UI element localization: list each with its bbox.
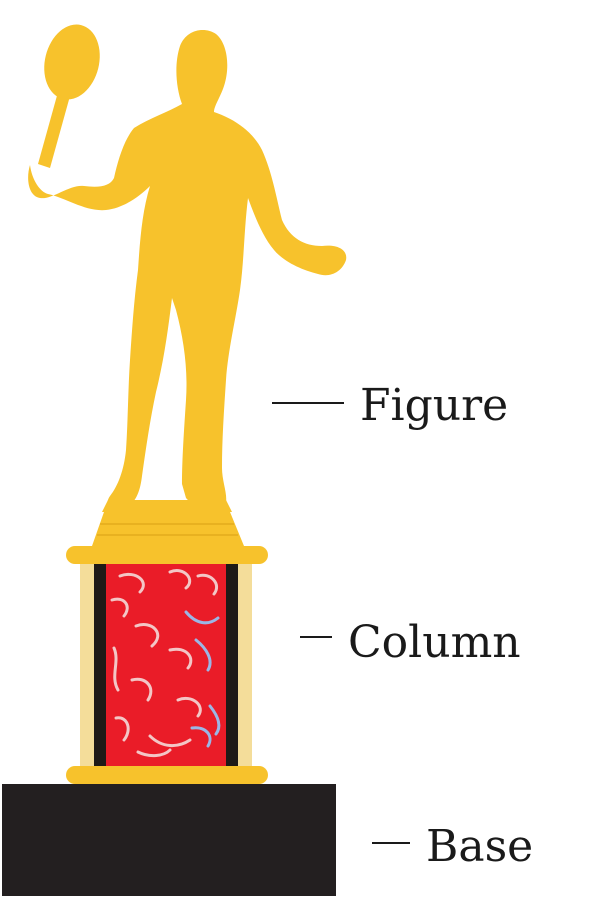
label-figure-group: Figure [272, 380, 508, 431]
squiggle [168, 647, 193, 670]
statue-platform [102, 500, 232, 512]
squiggle [184, 610, 220, 625]
trophy-column [66, 546, 268, 784]
label-figure: Figure [360, 380, 508, 431]
column-trim-left [80, 564, 94, 766]
label-column-group: Column [300, 617, 521, 668]
racket-head [44, 24, 100, 100]
column-trim-right [238, 564, 252, 766]
squiggle [110, 597, 129, 618]
squiggle [196, 573, 219, 596]
statue-pedestal-top [92, 512, 244, 546]
squiggle [148, 734, 192, 747]
column-band-right [226, 564, 238, 766]
trophy-base [2, 784, 336, 896]
squiggle [168, 569, 192, 590]
column-squiggles [110, 569, 221, 758]
squiggle [118, 573, 145, 594]
label-column: Column [348, 617, 521, 668]
squiggle [190, 726, 212, 748]
column-bottom-cap [66, 766, 268, 784]
squiggle [114, 716, 130, 742]
squiggle [112, 646, 120, 692]
statue-body [28, 30, 347, 511]
column-band-left [94, 564, 106, 766]
label-base-group: Base [372, 821, 533, 872]
squiggle [130, 677, 153, 702]
label-base: Base [426, 821, 533, 872]
trophy-figure [28, 24, 347, 546]
racket-handle [38, 92, 70, 168]
squiggle [136, 748, 172, 758]
squiggle [194, 638, 212, 672]
squiggle [134, 623, 160, 648]
squiggle [176, 697, 202, 718]
squiggle [208, 704, 221, 736]
column-top-cap [66, 546, 268, 564]
